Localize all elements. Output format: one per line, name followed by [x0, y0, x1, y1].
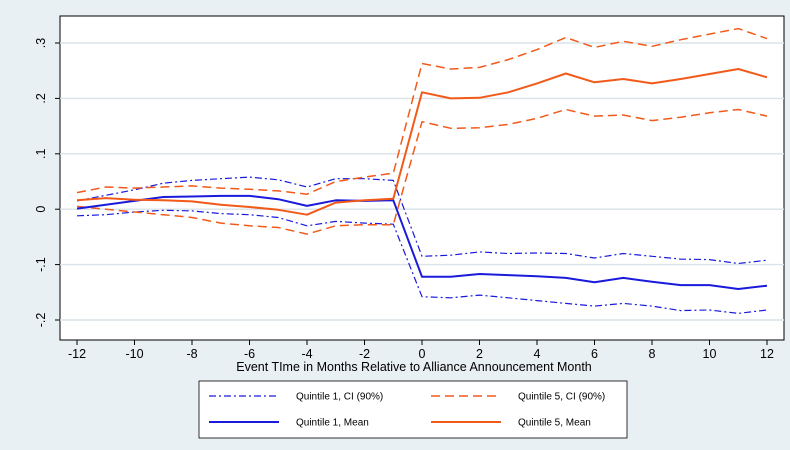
x-tick-label: 2 — [476, 347, 483, 361]
plot-area-background — [59, 15, 785, 341]
legend-label: Quintile 5, Mean — [518, 418, 591, 429]
series-line-1 — [76, 176, 768, 265]
series-line-4 — [76, 108, 768, 235]
legend: Quintile 1, CI (90%) Quintile 5, CI (90%)… — [198, 380, 628, 439]
x-tick-label: 4 — [534, 347, 541, 361]
x-tick-label: -2 — [359, 347, 370, 361]
x-tick-label: 0 — [419, 347, 426, 361]
series-line-5 — [76, 194, 768, 290]
legend-label: Quintile 1, CI (90%) — [296, 392, 383, 403]
x-axis-title: Event TIme in Months Relative to Allianc… — [236, 360, 592, 374]
x-tick-label: 8 — [649, 347, 656, 361]
x-tick-label: -8 — [186, 347, 197, 361]
y-tick-label: 0 — [34, 206, 48, 213]
gridlines — [60, 42, 784, 321]
y-tick-label: .3 — [34, 38, 48, 48]
y-tick-label: -.1 — [34, 257, 48, 272]
y-tick-label: .1 — [34, 149, 48, 159]
x-tick-label: 12 — [760, 347, 774, 361]
x-tick-label: -4 — [301, 347, 312, 361]
legend-label: Quintile 1, Mean — [296, 418, 369, 429]
y-tick-label: .2 — [34, 93, 48, 103]
x-tick-label: -6 — [244, 347, 255, 361]
y-tick-label: -.2 — [34, 313, 48, 328]
x-tick-label: 10 — [703, 347, 717, 361]
series-line-2 — [76, 209, 768, 314]
x-tick-label: -10 — [125, 347, 143, 361]
x-tick-label: -12 — [68, 347, 86, 361]
axes: -.2 -.1 0 .1 .2 .3 -12 -10 -8 -6 -4 -2 0 2 4 6 8 10 12 — [34, 38, 774, 361]
legend-label: Quintile 5, CI (90%) — [518, 392, 605, 403]
series-lines — [76, 27, 768, 314]
series-line-3 — [76, 27, 768, 195]
series-line-6 — [76, 68, 768, 216]
x-tick-label: 6 — [591, 347, 598, 361]
legend-box — [198, 380, 628, 439]
